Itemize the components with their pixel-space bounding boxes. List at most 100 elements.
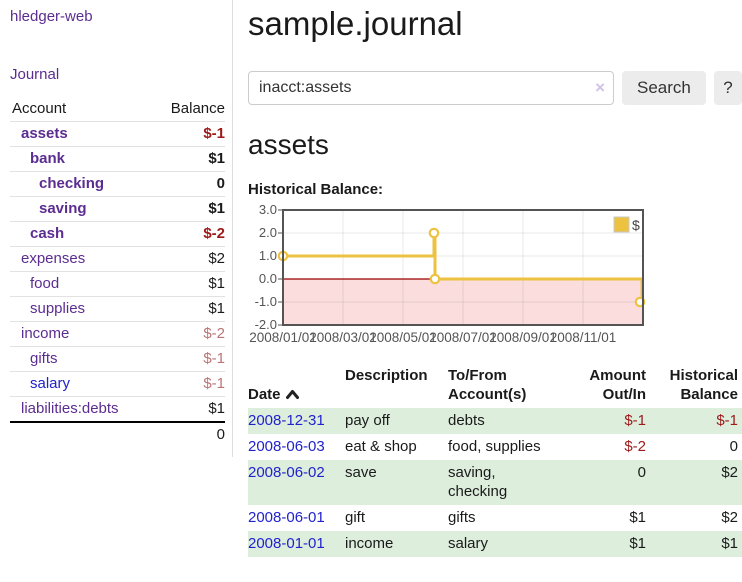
transaction-description: gift: [345, 509, 366, 526]
accounts-total-balance: 0: [153, 421, 225, 447]
search-input-wrap: ×: [248, 71, 614, 105]
transaction-balance: $2: [650, 460, 742, 505]
account-link-supplies[interactable]: supplies: [30, 300, 86, 317]
account-link-bank[interactable]: bank: [30, 150, 66, 167]
svg-text:2008/05/01: 2008/05/01: [369, 330, 437, 345]
account-link-assets[interactable]: assets: [21, 125, 68, 142]
register-table: Date Description To/From Account(s) Amou…: [248, 364, 742, 557]
accounts-header-balance: Balance: [170, 100, 225, 117]
transaction-amount: $1: [578, 531, 650, 557]
account-balance: $-2: [153, 221, 225, 247]
register-header-accounts: To/From Account(s): [448, 367, 527, 403]
transaction-description: pay off: [345, 408, 448, 434]
svg-text:2008/11/01: 2008/11/01: [550, 330, 617, 345]
svg-text:-2.0: -2.0: [255, 317, 277, 332]
account-link-food[interactable]: food: [30, 275, 60, 292]
chart-title: Historical Balance:: [248, 181, 384, 198]
account-row-food: food $1: [10, 271, 225, 297]
register-row: 2008-06-01 gift gifts $1 $2: [248, 505, 742, 531]
account-row-cash: cash $-2: [10, 221, 225, 247]
clear-search-icon[interactable]: ×: [595, 78, 605, 97]
legend-swatch: [613, 216, 630, 233]
transaction-accounts: food, supplies: [448, 438, 541, 455]
register-header-amount: Amount Out/In: [589, 367, 646, 403]
help-button[interactable]: ?: [713, 71, 742, 105]
account-balance: $1: [153, 396, 225, 422]
transaction-amount: $-1: [578, 408, 650, 434]
transaction-date-link[interactable]: 2008-12-31: [248, 412, 325, 429]
svg-text:2008/03/01: 2008/03/01: [309, 330, 377, 345]
transaction-accounts: salary: [448, 531, 578, 557]
chart-y-labels: 3.0 2.0 1.0 0.0 -1.0 -2.0: [255, 203, 277, 332]
account-row-bank: bank $1: [10, 146, 225, 172]
search-input[interactable]: [248, 71, 614, 105]
transaction-description: save: [345, 460, 448, 505]
account-balance: $2: [153, 246, 225, 272]
account-row-supplies: supplies $1: [10, 296, 225, 322]
page-title: sample.journal: [248, 5, 463, 42]
svg-text:2008/09/01: 2008/09/01: [489, 330, 557, 345]
account-row-assets: assets $-1: [10, 121, 225, 147]
accounts-table: Account Balance assets $-1 bank $1 check…: [10, 97, 225, 447]
register-header-row: Date Description To/From Account(s) Amou…: [248, 364, 742, 408]
account-link-gifts[interactable]: gifts: [30, 350, 58, 367]
svg-text:3.0: 3.0: [259, 203, 277, 217]
account-balance: $1: [153, 271, 225, 297]
transaction-date-link[interactable]: 2008-06-01: [248, 509, 325, 526]
transaction-amount: $1: [629, 509, 646, 526]
data-point: [428, 227, 440, 239]
svg-text:0.0: 0.0: [259, 271, 277, 286]
account-balance: $1: [153, 196, 225, 222]
register-header-date-label: Date: [248, 386, 281, 403]
account-link-income[interactable]: income: [21, 325, 70, 342]
chart-frame: [282, 209, 644, 326]
svg-text:2008/07/01: 2008/07/01: [429, 330, 497, 345]
brand-link[interactable]: hledger-web: [10, 8, 93, 25]
register-row: 2008-01-01 income salary $1 $1: [248, 531, 742, 557]
search-button[interactable]: Search: [622, 71, 706, 105]
transaction-balance: $2: [721, 509, 738, 526]
transaction-amount: $-2: [624, 438, 646, 455]
app-layout: hledger-web Journal Account Balance asse…: [0, 0, 742, 557]
register-header-date[interactable]: Date: [248, 364, 345, 408]
sidebar-item-journal[interactable]: Journal: [10, 66, 60, 83]
account-link-checking[interactable]: checking: [39, 175, 105, 192]
account-row-checking: checking 0: [10, 171, 225, 197]
transaction-description: income: [345, 531, 448, 557]
account-link-salary[interactable]: salary: [30, 375, 71, 392]
chart-legend: $: [613, 216, 640, 233]
account-row-liabilities-debts: liabilities:debts $1: [10, 396, 225, 422]
transaction-balance: 0: [729, 438, 738, 455]
transaction-accounts: gifts: [448, 509, 476, 526]
account-link-liabilities-debts[interactable]: liabilities:debts: [21, 400, 119, 417]
transaction-date-link[interactable]: 2008-01-01: [248, 535, 325, 552]
transaction-balance: $-1: [650, 408, 742, 434]
accounts-header-account: Account: [12, 100, 67, 117]
chart-canvas: $ 3.0 2.0 1.0 0.0 -1.0 -2.0 2008/01/01 2…: [249, 203, 646, 345]
account-balance: $1: [153, 296, 225, 322]
sidebar: hledger-web Journal Account Balance asse…: [0, 0, 233, 457]
transaction-amount: 0: [578, 460, 650, 505]
legend-label: $: [632, 217, 640, 233]
transaction-date-link[interactable]: 2008-06-03: [248, 438, 325, 455]
account-row-income: income $-2: [10, 321, 225, 347]
account-row-salary: salary $-1: [10, 371, 225, 397]
svg-text:2.0: 2.0: [259, 225, 277, 240]
svg-text:1.0: 1.0: [259, 248, 277, 263]
transaction-accounts: debts: [448, 408, 578, 434]
account-row-gifts: gifts $-1: [10, 346, 225, 372]
register-row: 2008-06-03 eat & shop food, supplies $-2…: [248, 434, 742, 460]
account-balance: $-1: [153, 121, 225, 147]
transaction-date-link[interactable]: 2008-06-02: [248, 464, 325, 481]
account-balance: $-1: [153, 371, 225, 397]
account-link-cash[interactable]: cash: [30, 225, 65, 242]
register-row: 2008-12-31 pay off debts $-1 $-1: [248, 408, 742, 434]
account-row-expenses: expenses $2: [10, 246, 225, 272]
account-balance: $1: [153, 146, 225, 172]
chart-x-labels: 2008/01/01 2008/03/01 2008/05/01 2008/07…: [249, 330, 616, 345]
account-link-saving[interactable]: saving: [39, 200, 87, 217]
transaction-description: eat & shop: [345, 438, 417, 455]
transaction-accounts: saving, checking: [448, 460, 578, 505]
account-link-expenses[interactable]: expenses: [21, 250, 86, 267]
account-heading: assets: [248, 129, 329, 160]
